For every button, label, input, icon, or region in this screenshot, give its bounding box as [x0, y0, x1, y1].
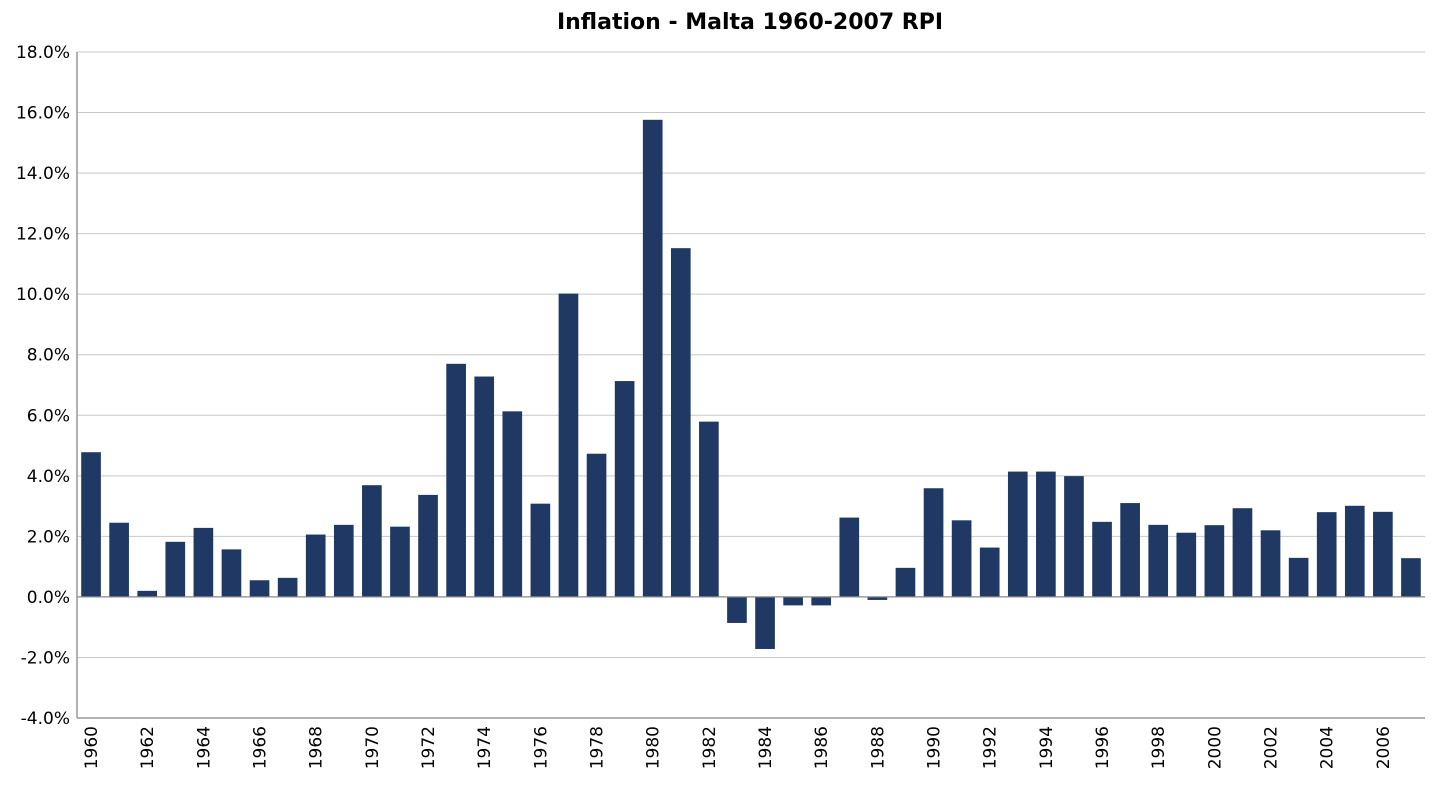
bar	[614, 381, 635, 597]
grid-layer	[77, 51, 1425, 719]
bar	[1064, 476, 1084, 597]
x-tick-label: 2002	[1262, 726, 1282, 769]
x-tick-label: 1992	[981, 726, 1001, 769]
bar	[1232, 508, 1253, 597]
bar	[1401, 558, 1421, 597]
x-tick-label: 1980	[644, 726, 664, 769]
bar	[558, 293, 579, 597]
x-tick-label: 2000	[1205, 726, 1225, 769]
bar	[277, 577, 298, 597]
bar	[418, 494, 438, 597]
bar	[305, 534, 326, 597]
bar	[867, 596, 888, 600]
axis-layer	[76, 52, 1425, 719]
bar-layer	[81, 119, 1421, 649]
x-tick-label: 1968	[307, 726, 327, 769]
x-tick-label: 1982	[700, 726, 720, 769]
y-tick-label: 14.0%	[16, 164, 70, 184]
x-tick-label: 1976	[531, 726, 551, 769]
bar	[137, 590, 158, 597]
bar	[193, 527, 214, 597]
bar	[1373, 511, 1393, 597]
x-tick-label: 1990	[925, 726, 945, 769]
x-tick-label: 1966	[251, 726, 271, 769]
y-tick-label: 2.0%	[27, 527, 70, 547]
bar	[1007, 471, 1028, 597]
y-tick-label: 16.0%	[16, 104, 70, 124]
x-tick-label: 2004	[1318, 726, 1338, 769]
bar	[446, 363, 466, 597]
y-tick-label: 6.0%	[27, 406, 70, 426]
bar	[1148, 524, 1169, 597]
bar	[670, 248, 691, 597]
bar	[1120, 503, 1140, 597]
bar	[249, 580, 270, 597]
y-tick-label: 8.0%	[27, 346, 70, 366]
x-tick-label: 1978	[588, 726, 608, 769]
bar	[109, 522, 129, 597]
bar	[586, 453, 607, 597]
bar	[839, 517, 860, 597]
label-layer: -4.0% -2.0% 0.0% 2.0% 4.0% 6.0% 8.0% 10.0% 12.0%…	[16, 43, 1394, 769]
y-tick-label: 12.0%	[16, 225, 70, 245]
bar	[642, 119, 663, 597]
bar	[1288, 557, 1309, 597]
x-tick-label: 1986	[812, 726, 832, 769]
x-tick-label: 1960	[82, 726, 102, 769]
x-tick-label: 2006	[1374, 726, 1394, 769]
bar	[727, 596, 747, 623]
bar	[530, 503, 551, 597]
bar	[1176, 532, 1197, 597]
x-tick-label: 1964	[194, 726, 214, 769]
bar	[923, 488, 944, 597]
bar	[811, 596, 832, 606]
bar	[755, 596, 775, 649]
bar	[1316, 512, 1337, 597]
x-tick-label: 1972	[419, 726, 439, 769]
bar	[165, 541, 186, 597]
x-tick-label: 1994	[1037, 726, 1057, 769]
bar	[951, 520, 972, 597]
chart-title: Inflation - Malta 1960-2007 RPI	[556, 10, 944, 35]
x-tick-label: 1988	[868, 726, 888, 769]
bar	[1036, 471, 1056, 597]
bar	[502, 411, 523, 597]
bar	[699, 421, 719, 597]
y-tick-label: 0.0%	[27, 588, 70, 608]
bar	[333, 524, 354, 597]
bar	[1204, 525, 1225, 597]
y-tick-label: 18.0%	[16, 43, 70, 63]
bar	[390, 526, 410, 597]
bar	[979, 547, 1000, 597]
y-tick-label: 10.0%	[16, 285, 70, 305]
x-tick-label: 1998	[1149, 726, 1169, 769]
bar	[783, 596, 803, 606]
bar	[362, 485, 382, 597]
x-tick-label: 1996	[1093, 726, 1113, 769]
bar	[81, 452, 101, 597]
y-tick-label: 4.0%	[27, 467, 70, 487]
bar	[1260, 530, 1281, 597]
x-tick-label: 1984	[756, 726, 776, 769]
y-tick-label: -2.0%	[21, 648, 70, 668]
bar	[221, 549, 242, 597]
x-tick-label: 1962	[138, 726, 158, 769]
bar	[1092, 521, 1112, 597]
x-tick-label: 1970	[363, 726, 383, 769]
bar	[1344, 505, 1365, 597]
bar	[474, 376, 495, 597]
bar	[895, 567, 916, 597]
y-tick-label: -4.0%	[21, 709, 70, 729]
x-tick-label: 1974	[475, 726, 495, 769]
